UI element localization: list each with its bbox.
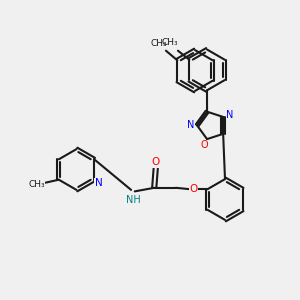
Text: N: N [226, 110, 233, 119]
Text: O: O [200, 140, 208, 150]
Text: CH₃: CH₃ [161, 38, 178, 47]
Text: N: N [187, 120, 194, 130]
Text: O: O [190, 184, 198, 194]
Text: NH: NH [126, 195, 141, 205]
Text: O: O [152, 157, 160, 167]
Text: CH₃: CH₃ [150, 39, 167, 48]
Text: CH₃: CH₃ [28, 180, 45, 189]
Text: N: N [95, 178, 103, 188]
